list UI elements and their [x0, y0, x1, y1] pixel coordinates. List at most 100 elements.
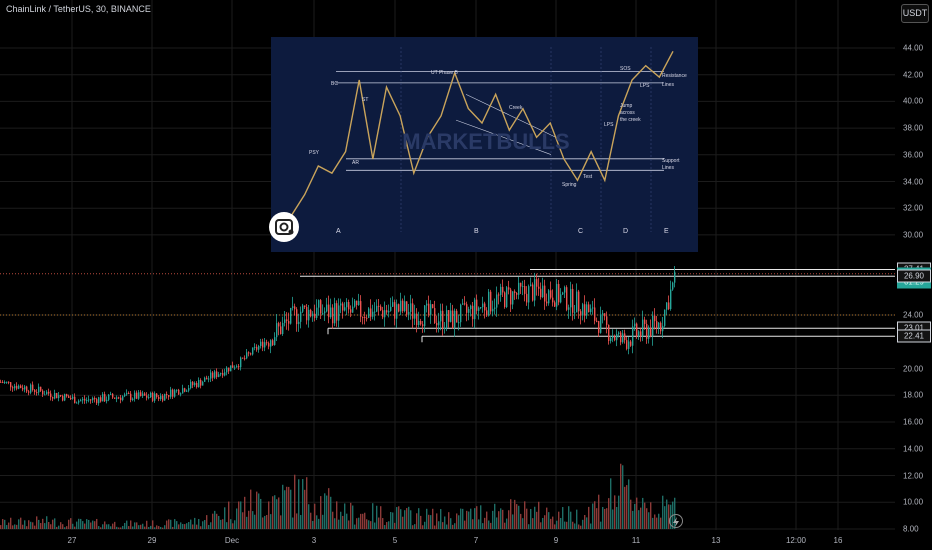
volume-bar [432, 508, 434, 529]
volume-bar [668, 504, 670, 529]
candle [396, 304, 398, 319]
volume-bar [520, 513, 522, 529]
volume-bar [306, 477, 308, 529]
volume-bar [496, 517, 498, 529]
candle [8, 381, 10, 383]
volume-bar [14, 524, 16, 529]
phase-letter: D [623, 228, 629, 235]
symbol-title[interactable]: ChainLink / TetherUS, 30, BINANCE [6, 4, 151, 14]
candle [6, 381, 8, 383]
candle [528, 286, 530, 303]
candle [630, 341, 632, 346]
candle [470, 305, 472, 310]
volume-bar [552, 516, 554, 529]
candle [108, 394, 110, 400]
volume-bar [242, 512, 244, 529]
candle [428, 303, 430, 315]
volume-bar [326, 495, 328, 529]
volume-bar [628, 479, 630, 529]
lightning-icon[interactable] [669, 514, 683, 528]
time-tick: 7 [473, 536, 479, 545]
volume-bar [210, 522, 212, 529]
candle [38, 386, 40, 393]
candle [404, 301, 406, 312]
inset-label: Creek [509, 105, 523, 111]
candle [188, 388, 190, 391]
candle [338, 305, 340, 321]
volume-bar [12, 525, 14, 529]
volume-bar [202, 521, 204, 529]
candle [56, 393, 58, 399]
candle [464, 303, 466, 305]
candle [566, 287, 568, 310]
candle [62, 395, 64, 401]
candles [0, 265, 676, 406]
volume-bar [50, 524, 52, 529]
candle [478, 307, 480, 311]
volume-bar [142, 523, 144, 529]
candle [16, 385, 18, 389]
candle [516, 292, 518, 295]
candle [416, 313, 418, 325]
volume-bar [26, 526, 28, 529]
price-tick: 20.00 [903, 364, 924, 373]
volume-bar [422, 525, 424, 529]
volume-bar [120, 527, 122, 529]
candle [262, 341, 264, 348]
candle [186, 390, 188, 392]
volume-bar [528, 524, 530, 529]
candle [664, 309, 666, 326]
volume-bar [102, 524, 104, 529]
candle [276, 323, 278, 338]
inset-label: the creek [620, 117, 641, 123]
volume-bar [478, 519, 480, 529]
candle [656, 321, 658, 328]
candle [484, 303, 486, 311]
candle [314, 313, 316, 318]
candle [14, 385, 16, 389]
candle [662, 325, 664, 332]
candle [482, 303, 484, 308]
volume-bar [584, 514, 586, 529]
camera-icon[interactable] [269, 212, 299, 242]
candle [460, 304, 462, 323]
candle [486, 310, 488, 316]
candle [456, 310, 458, 323]
candle [322, 313, 324, 315]
volume-bar [54, 518, 56, 529]
candle [512, 291, 514, 305]
candle [554, 302, 556, 307]
currency-button[interactable]: USDT [901, 4, 929, 23]
candle [492, 308, 494, 312]
phase-letter: A [336, 228, 341, 235]
volume-bar [246, 516, 248, 529]
candle [306, 307, 308, 321]
candle [374, 311, 376, 313]
price-tick: 18.00 [903, 390, 924, 400]
candle [340, 303, 342, 306]
volume-bar [80, 518, 82, 529]
candle [206, 377, 208, 380]
volume-bar [348, 520, 350, 529]
price-tick: 32.00 [903, 203, 924, 213]
candle [430, 304, 432, 315]
candle [590, 308, 592, 313]
candle [568, 307, 570, 310]
candle [324, 311, 326, 314]
candle [622, 333, 624, 343]
candle [156, 393, 158, 397]
volume-bar [602, 506, 604, 529]
volume-bar [542, 517, 544, 529]
volume-bar [638, 510, 640, 529]
volume-bar [624, 486, 626, 529]
volume-bar [606, 508, 608, 529]
volume-bar [78, 518, 80, 529]
volume-bar [512, 514, 514, 529]
volume-bar [0, 525, 2, 529]
volume-bar [318, 518, 320, 529]
volume-bar [148, 527, 150, 529]
volume-bar [160, 526, 162, 529]
candle [362, 316, 364, 318]
